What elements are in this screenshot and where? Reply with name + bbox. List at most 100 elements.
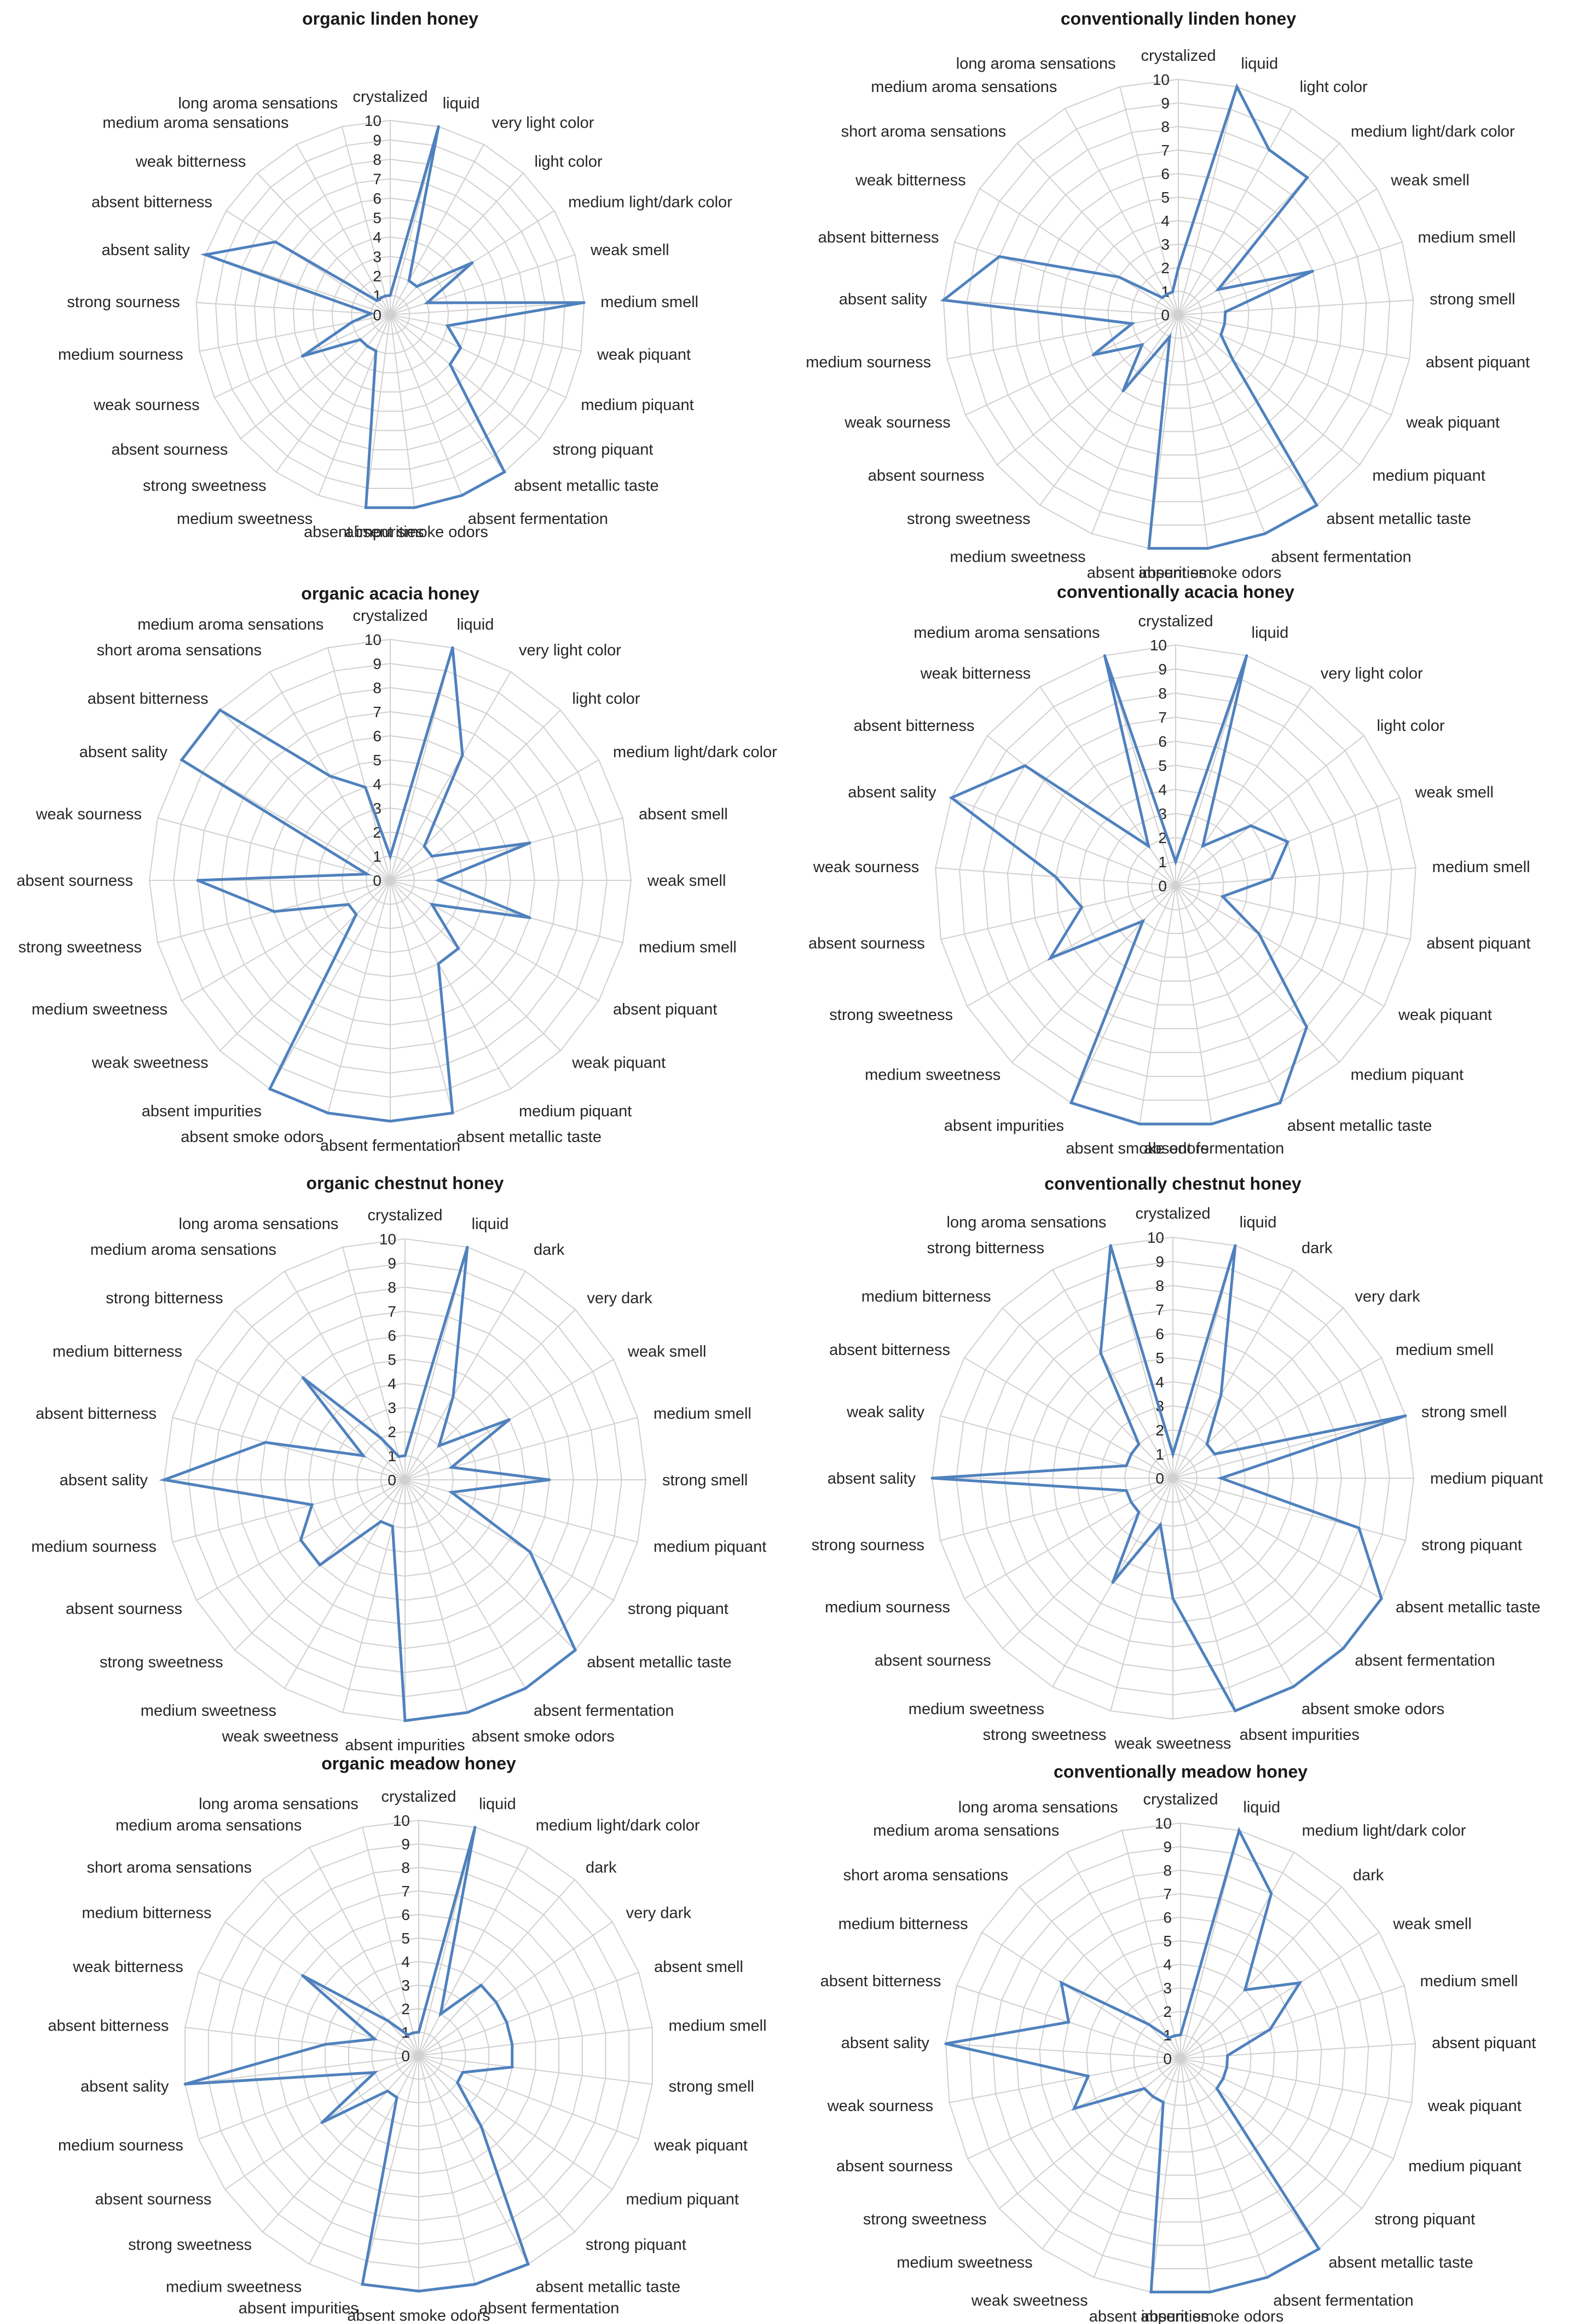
grid-ring (1013, 149, 1344, 479)
data-point (1125, 1464, 1128, 1467)
category-label: absent sality (80, 2078, 169, 2095)
data-point (1315, 504, 1318, 507)
data-point (446, 324, 449, 327)
category-label: absent bitterness (91, 194, 212, 211)
axis-spoke (1180, 1985, 1405, 2059)
axis-spoke (1178, 108, 1293, 315)
category-label: weak bitterness (920, 665, 1031, 683)
category-label: strong sweetness (829, 1006, 953, 1024)
axis-spoke (196, 302, 391, 315)
axis-spoke (1016, 142, 1179, 315)
category-label: liquid (443, 95, 480, 112)
data-point (365, 506, 368, 509)
data-point (473, 1825, 477, 1829)
data-point (1219, 1477, 1223, 1480)
data-point (386, 2019, 389, 2022)
data-point (1067, 2021, 1071, 2024)
data-point (1268, 148, 1271, 152)
category-label: short aroma sensations (97, 642, 262, 659)
axis-spoke (257, 172, 391, 315)
data-point (1234, 1709, 1237, 1712)
axis-spoke (1172, 1307, 1344, 1479)
data-point (1215, 2087, 1218, 2090)
category-label: medium piquant (519, 1103, 632, 1120)
category-label: strong sweetness (983, 1726, 1107, 1744)
category-label: crystalized (1143, 1791, 1218, 1808)
category-label: medium aroma sensations (873, 1822, 1059, 1839)
axis-spoke (1002, 1478, 1173, 1649)
data-point (456, 2081, 459, 2084)
axis-spoke (999, 2058, 1181, 2209)
data-point (204, 253, 207, 256)
category-label: very light color (1321, 665, 1423, 683)
axis-spoke (954, 241, 1179, 315)
category-label: medium bitterness (82, 1905, 211, 1922)
data-point (1080, 906, 1083, 909)
category-label: medium piquant (1430, 1470, 1543, 1487)
axis-spoke (1178, 314, 1392, 416)
data-point (527, 2263, 530, 2266)
grid-ring (1103, 812, 1248, 958)
category-label: medium smell (639, 939, 737, 956)
category-label: medium sourness (58, 346, 183, 364)
data-point (459, 346, 462, 349)
tick-label: 10 (393, 1812, 410, 1829)
data-point (439, 2012, 442, 2016)
axis-spoke (1175, 885, 1385, 1007)
category-label: medium aroma sensations (115, 1817, 302, 1835)
category-label: very dark (626, 1905, 692, 1922)
axis-spoke (940, 1478, 1173, 1541)
data-point (430, 855, 433, 858)
data-point (1131, 322, 1134, 325)
grid-ring (1039, 1916, 1322, 2199)
data-point (1206, 547, 1210, 550)
axis-spoke (940, 1415, 1173, 1479)
series-line (945, 1826, 1321, 2294)
category-label: medium aroma sensations (102, 114, 288, 132)
axis-spoke (1178, 188, 1378, 315)
data-point (395, 2096, 398, 2099)
data-point (1357, 1526, 1361, 1530)
axis-spoke (979, 188, 1179, 315)
axis-spoke (390, 671, 511, 881)
data-point (1234, 1244, 1237, 1247)
tick-label: 10 (379, 1231, 396, 1248)
data-point (389, 855, 392, 858)
category-label: absent smell (639, 805, 728, 823)
data-point (386, 2089, 389, 2092)
category-label: absent fermentation (1273, 2292, 1413, 2310)
tick-label: 3 (401, 1977, 410, 1994)
category-label: absent metallic taste (1326, 510, 1471, 528)
category-label: absent metallic taste (587, 1653, 731, 1671)
category-label: crystalized (1138, 613, 1213, 630)
data-point (361, 2283, 364, 2286)
tick-label: 8 (401, 1859, 410, 1876)
category-label: absent smoke odors (1138, 564, 1281, 581)
grid-ring (370, 295, 410, 335)
axis-spoke (390, 759, 599, 881)
category-label: crystalized (1136, 1205, 1211, 1222)
category-label: absent sality (60, 1472, 148, 1489)
axis-spoke (1172, 1478, 1382, 1599)
data-point (1149, 2291, 1153, 2294)
data-point (1286, 840, 1289, 844)
axis-spoke (1172, 1478, 1236, 1711)
axis-spoke (1172, 1478, 1344, 1649)
axis-spoke (1178, 241, 1403, 315)
axis-spoke (987, 735, 1176, 886)
data-point (369, 312, 373, 315)
data-point (1221, 895, 1224, 898)
category-label: weak smell (1392, 1916, 1471, 1933)
data-point (1161, 2101, 1165, 2104)
axis-spoke (284, 1479, 406, 1689)
data-point (347, 903, 350, 906)
axis-spoke (390, 710, 561, 881)
data-point (1257, 932, 1260, 936)
tick-label: 5 (1163, 1933, 1172, 1950)
category-label: crystalized (368, 1207, 443, 1224)
data-point (417, 2290, 420, 2293)
axis-spoke (1180, 2058, 1394, 2159)
data-point (1049, 956, 1052, 960)
tick-label: 1 (1155, 1446, 1164, 1463)
axis-spoke (418, 2055, 529, 2265)
